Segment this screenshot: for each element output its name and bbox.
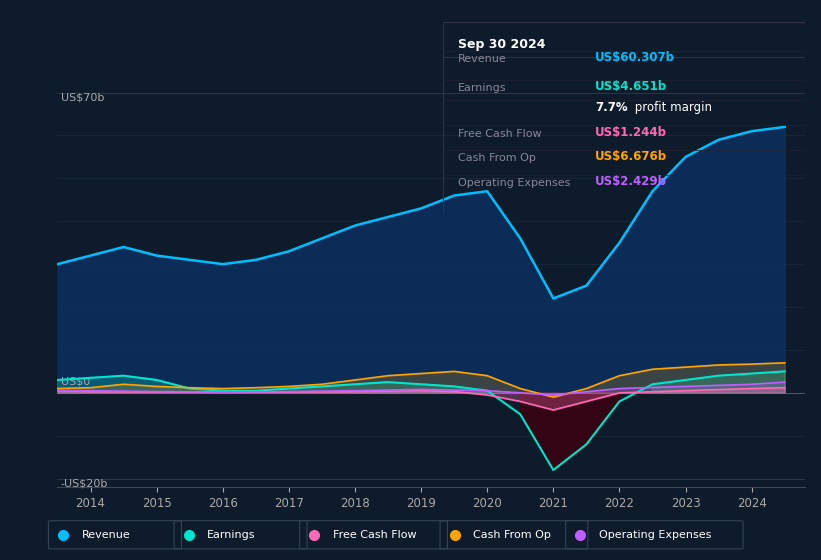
Text: Sep 30 2024: Sep 30 2024 [458, 38, 545, 50]
Text: Revenue: Revenue [458, 54, 507, 64]
Text: US$70b: US$70b [61, 92, 104, 102]
Text: US$0: US$0 [61, 376, 90, 386]
Text: Operating Expenses: Operating Expenses [458, 178, 570, 188]
Text: US$6.676b: US$6.676b [595, 150, 667, 164]
Text: Revenue: Revenue [82, 530, 131, 540]
Text: Free Cash Flow: Free Cash Flow [333, 530, 416, 540]
Text: Operating Expenses: Operating Expenses [599, 530, 711, 540]
Text: Cash From Op: Cash From Op [474, 530, 551, 540]
Text: US$2.429b: US$2.429b [595, 175, 667, 188]
Text: -US$20b: -US$20b [61, 479, 108, 489]
Text: Earnings: Earnings [458, 83, 507, 93]
Text: US$4.651b: US$4.651b [595, 80, 667, 93]
Text: US$60.307b: US$60.307b [595, 52, 675, 64]
Text: Free Cash Flow: Free Cash Flow [458, 129, 541, 138]
Text: US$1.244b: US$1.244b [595, 125, 667, 138]
Text: profit margin: profit margin [631, 101, 712, 114]
Text: Cash From Op: Cash From Op [458, 153, 535, 164]
Text: Earnings: Earnings [208, 530, 256, 540]
Text: 7.7%: 7.7% [595, 101, 628, 114]
